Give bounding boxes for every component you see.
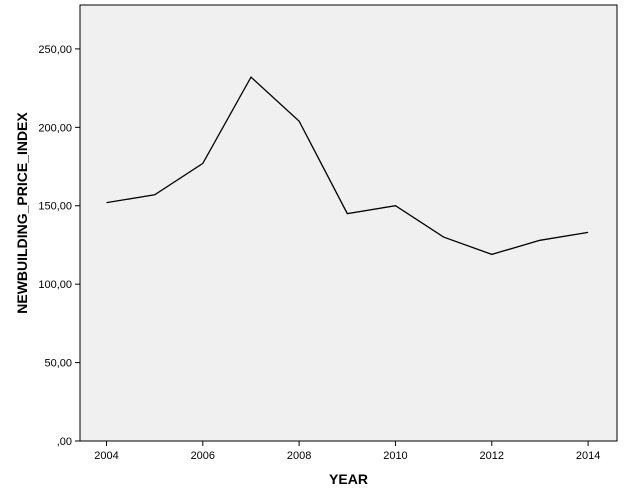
y-axis-ticks: ,00 50,00 100,00 150,00 200,00 250,00 <box>38 44 80 448</box>
x-axis-ticks: 2004 2006 2008 2010 2012 2014 <box>94 441 600 462</box>
plot-area <box>79 4 618 442</box>
y-tick-label: 150,00 <box>38 201 72 213</box>
y-axis-title: NEWBUILDING_PRICE_INDEX <box>14 112 30 314</box>
y-tick-label: 50,00 <box>44 358 72 370</box>
x-tick-label: 2012 <box>480 450 504 462</box>
y-tick-label: 250,00 <box>38 44 72 56</box>
x-tick-label: 2014 <box>576 450 600 462</box>
x-tick-label: 2006 <box>191 450 215 462</box>
x-tick-label: 2004 <box>94 450 118 462</box>
x-tick-label: 2008 <box>287 450 311 462</box>
x-tick-label: 2010 <box>383 450 407 462</box>
series-line <box>106 76 589 256</box>
x-axis-title: YEAR <box>329 471 368 487</box>
y-tick-label: 100,00 <box>38 279 72 291</box>
y-tick-label: ,00 <box>57 436 72 448</box>
y-tick-label: 200,00 <box>38 122 72 134</box>
